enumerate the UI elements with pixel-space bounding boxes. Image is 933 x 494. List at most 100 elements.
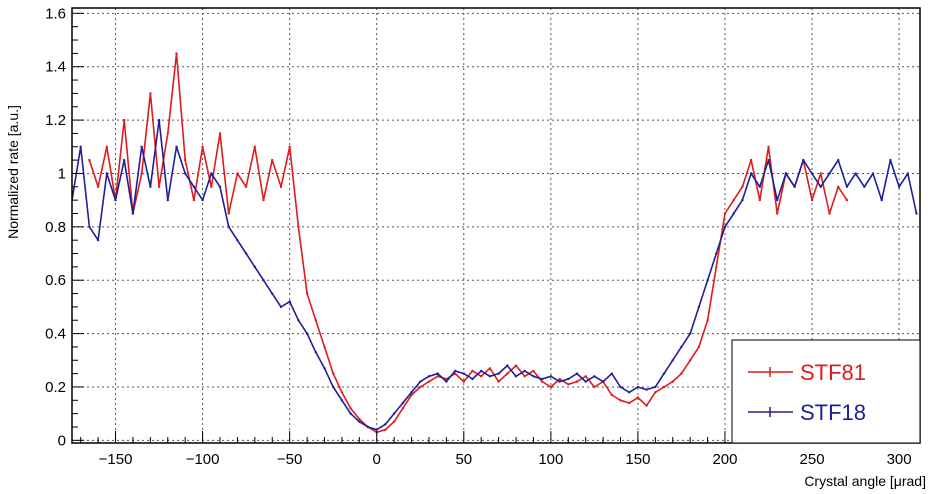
data-point — [436, 372, 439, 375]
data-point — [758, 185, 761, 188]
data-point — [79, 145, 82, 148]
data-point — [253, 265, 256, 269]
data-point — [253, 145, 256, 148]
data-point — [523, 375, 526, 378]
data-point — [419, 385, 422, 389]
data-point — [140, 145, 143, 148]
data-point — [793, 185, 796, 188]
data-point — [288, 300, 291, 303]
data-point — [863, 185, 866, 188]
data-point — [227, 212, 230, 215]
data-point — [619, 399, 622, 402]
data-point — [828, 172, 831, 175]
data-point — [488, 367, 492, 370]
data-point — [514, 364, 518, 367]
data-point — [262, 198, 265, 202]
data-point — [201, 145, 204, 148]
data-point — [210, 172, 213, 175]
data-point — [358, 417, 361, 421]
data-point — [236, 172, 239, 175]
data-point — [741, 185, 744, 188]
y-tick-label: 0 — [58, 432, 66, 449]
x-tick-label: 200 — [712, 451, 737, 468]
data-point — [392, 412, 396, 415]
data-point — [810, 172, 814, 175]
data-point — [540, 380, 544, 383]
data-point — [575, 372, 579, 375]
y-tick-label: 1.2 — [45, 112, 66, 129]
data-point — [497, 380, 500, 383]
data-point — [758, 198, 761, 202]
data-point — [689, 359, 692, 362]
data-point — [332, 372, 335, 375]
data-point — [297, 319, 300, 322]
data-point — [593, 385, 596, 389]
x-tick-label: 50 — [455, 451, 472, 468]
data-point — [828, 212, 831, 215]
data-point — [279, 305, 283, 309]
data-point — [480, 375, 483, 378]
data-point — [366, 425, 370, 429]
x-tick-label: −150 — [99, 451, 133, 468]
data-point — [689, 332, 692, 335]
data-point — [358, 420, 361, 423]
data-point — [584, 380, 587, 383]
data-point — [819, 185, 822, 188]
data-point — [453, 372, 457, 375]
data-point — [915, 212, 918, 215]
y-tick-label: 0.4 — [45, 326, 66, 343]
x-tick-label: 250 — [800, 451, 825, 468]
data-point — [558, 377, 561, 381]
data-point — [654, 391, 657, 394]
data-point — [810, 198, 814, 202]
data-point — [175, 52, 178, 55]
data-point — [671, 359, 674, 362]
data-point — [305, 332, 309, 335]
data-point — [445, 380, 448, 383]
data-point — [741, 198, 744, 202]
data-point — [480, 369, 483, 373]
data-point — [845, 198, 849, 202]
y-tick-label: 0.8 — [45, 219, 66, 236]
data-point — [123, 158, 126, 162]
data-point — [462, 372, 465, 375]
legend-label-stf18: STF18 — [800, 400, 866, 425]
data-point — [776, 212, 779, 215]
data-point — [567, 377, 570, 381]
data-point — [723, 212, 727, 215]
data-point — [584, 375, 587, 378]
data-point — [567, 383, 570, 386]
data-point — [488, 375, 492, 378]
data-point — [375, 428, 378, 431]
legend: STF81 STF18 — [731, 339, 921, 444]
legend-label-stf81: STF81 — [800, 360, 866, 385]
data-point — [96, 239, 100, 242]
data-point — [401, 407, 404, 410]
data-point — [671, 380, 674, 383]
data-point — [140, 172, 143, 175]
data-point — [349, 412, 352, 415]
data-point — [271, 292, 274, 295]
data-point — [471, 369, 474, 373]
data-point — [662, 372, 666, 375]
data-point — [540, 377, 544, 381]
data-point — [96, 185, 100, 188]
data-point — [453, 369, 457, 373]
data-point — [837, 158, 840, 162]
data-point — [123, 118, 126, 122]
data-point — [436, 375, 439, 378]
data-point — [297, 225, 300, 228]
data-point — [384, 423, 387, 426]
data-point — [218, 132, 222, 135]
y-tick-label: 1.6 — [45, 5, 66, 22]
data-point — [697, 345, 701, 349]
data-point — [619, 385, 622, 389]
tick-labels: −150 −100 −50 0 50 100 150 200 250 300 0 0.2 0.4 0.6 0… — [45, 5, 911, 468]
data-point — [706, 279, 709, 282]
data-point — [889, 158, 892, 162]
data-point — [610, 393, 613, 397]
data-point — [271, 158, 274, 162]
x-tick-label: 300 — [887, 451, 912, 468]
data-point — [767, 145, 770, 148]
